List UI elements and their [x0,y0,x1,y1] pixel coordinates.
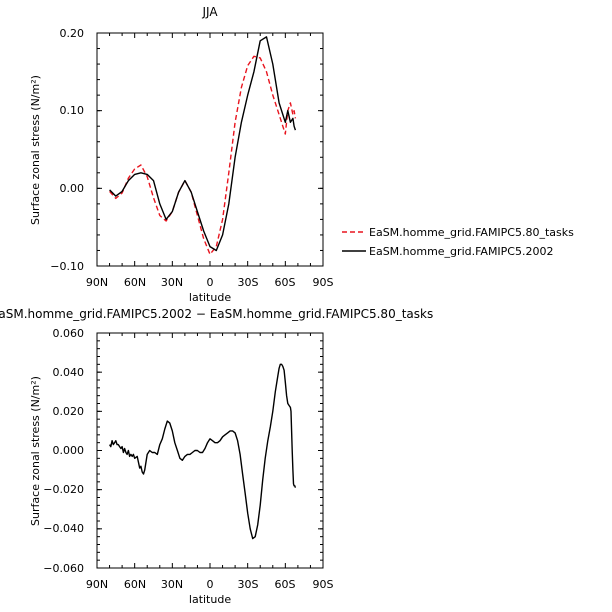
top-x-axis-title: latitude [189,291,231,304]
bottom-panel-x-tick-labels: 90N 60N 30N 0 30S 60S 90S [86,578,334,591]
top-panel-y-tick-labels: −0.10 0.00 0.10 0.20 [50,27,84,273]
top-x-tick-label: 30N [161,276,183,289]
bottom-y-tick-label: 0.020 [53,405,85,418]
top-y-tick-label: 0.20 [60,27,85,40]
bottom-panel-grid-ticks [96,332,324,569]
bottom-plot-frame [96,332,324,569]
top-panel: JJA 90N 60N 30N 0 30S 60S 90S −0.10 0.00… [29,5,574,304]
top-plot-frame [96,32,324,267]
bottom-panel-y-tick-labels: −0.060 −0.040 −0.020 0.000 0.020 0.040 0… [43,327,84,575]
legend: EaSM.homme_grid.FAMIPC5.80_tasks EaSM.ho… [342,226,574,258]
bottom-x-tick-label: 0 [207,578,214,591]
legend-label-2002: EaSM.homme_grid.FAMIPC5.2002 [369,245,553,258]
bottom-x-tick-label: 90N [86,578,108,591]
top-series-line-0 [109,55,297,256]
top-panel-title: JJA [201,5,218,19]
top-panel-x-tick-labels: 90N 60N 30N 0 30S 60S 90S [86,276,334,289]
bottom-y-tick-label: 0.060 [53,327,85,340]
top-panel-grid-ticks [96,32,324,267]
top-y-tick-label: 0.10 [60,104,85,117]
bottom-x-tick-label: 90S [313,578,334,591]
top-series-line-1 [109,36,297,252]
top-y-tick-label: 0.00 [60,182,85,195]
bottom-y-tick-label: −0.060 [43,562,84,575]
bottom-x-axis-title: latitude [189,593,231,606]
bottom-panel-title: EaSM.homme_grid.FAMIPC5.2002 − EaSM.homm… [0,307,433,321]
bottom-x-tick-label: 30S [238,578,259,591]
bottom-y-tick-label: 0.040 [53,366,85,379]
top-x-tick-label: 0 [207,276,214,289]
top-y-axis-title: Surface zonal stress (N/m²) [29,75,42,225]
top-x-tick-label: 90N [86,276,108,289]
bottom-y-axis-title: Surface zonal stress (N/m²) [29,376,42,526]
bottom-x-tick-label: 60N [124,578,146,591]
top-x-tick-label: 30S [238,276,259,289]
bottom-x-tick-label: 30N [161,578,183,591]
bottom-y-tick-label: 0.000 [53,444,85,457]
top-y-tick-label: −0.10 [50,260,84,273]
top-panel-series [109,36,297,256]
bottom-y-tick-label: −0.020 [43,483,84,496]
bottom-panel-series [108,363,297,540]
top-x-tick-label: 60S [275,276,296,289]
bottom-series-line-0 [108,363,297,540]
bottom-y-tick-label: −0.040 [43,522,84,535]
top-x-tick-label: 90S [313,276,334,289]
legend-label-80-tasks: EaSM.homme_grid.FAMIPC5.80_tasks [369,226,574,239]
top-x-tick-label: 60N [124,276,146,289]
bottom-panel: EaSM.homme_grid.FAMIPC5.2002 − EaSM.homm… [0,307,433,606]
bottom-x-tick-label: 60S [275,578,296,591]
